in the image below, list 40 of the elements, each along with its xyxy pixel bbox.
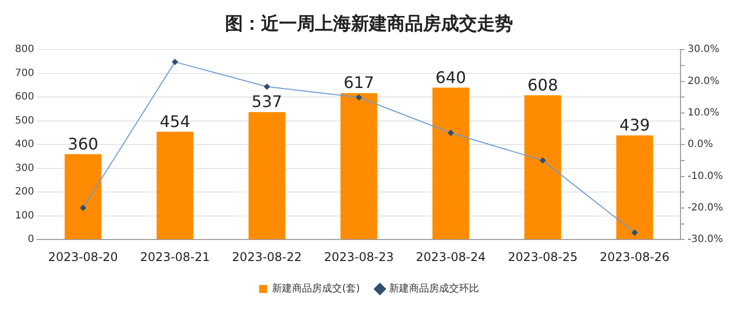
y-tick-label: 200: [14, 186, 34, 198]
bar: [340, 93, 378, 240]
y2-tick-label: -20.0%: [688, 202, 724, 214]
y2-tick-label: 20.0%: [688, 76, 720, 87]
data-label: 537: [252, 92, 282, 112]
legend-label: 新建商品房成交环比: [388, 282, 479, 295]
bar: [616, 135, 654, 240]
data-label: 439: [619, 115, 650, 134]
y-tick-label: 800: [14, 44, 34, 56]
y-tick-label: 500: [14, 115, 34, 126]
legend-label: 新建商品房成交(套): [272, 282, 360, 295]
bar: [432, 88, 470, 240]
y-tick-label: 100: [14, 210, 34, 222]
y-tick-label: 600: [14, 92, 34, 103]
x-tick-label: 2023-08-20: [48, 250, 118, 264]
y-tick-label: 700: [14, 68, 34, 79]
x-tick-label: 2023-08-24: [416, 250, 486, 264]
data-label: 360: [68, 134, 98, 154]
y-tick-label: 0: [28, 234, 34, 246]
bar: [156, 132, 194, 240]
y2-tick-label: 0.0%: [688, 139, 714, 150]
y2-tick-label: -10.0%: [688, 170, 724, 182]
chart-title: 图：近一周上海新建商品房成交走势: [225, 13, 513, 34]
x-tick-label: 2023-08-23: [324, 250, 394, 264]
x-tick-label: 2023-08-26: [600, 250, 670, 264]
bar: [524, 95, 562, 240]
data-label: 454: [160, 112, 190, 131]
x-tick-label: 2023-08-25: [508, 250, 578, 264]
data-label: 608: [527, 75, 558, 94]
y2-tick-label: 30.0%: [688, 44, 720, 56]
x-tick-label: 2023-08-22: [232, 250, 302, 264]
x-tick-label: 2023-08-21: [140, 250, 210, 264]
bar: [248, 112, 286, 240]
bar: [64, 154, 102, 240]
y-tick-label: 300: [14, 162, 34, 174]
data-label: 640: [436, 68, 466, 87]
y2-tick-label: -30.0%: [688, 234, 724, 246]
y2-tick-label: 10.0%: [688, 108, 720, 119]
y-tick-label: 400: [14, 139, 34, 150]
data-label: 617: [344, 73, 374, 92]
